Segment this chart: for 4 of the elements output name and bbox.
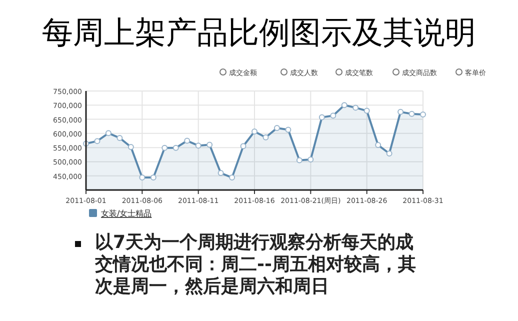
legend: 女装/女士精品 [89, 209, 152, 218]
chart-title: 每周上架产品比例图示及其说明 [41, 14, 477, 53]
legend-label: 女装/女士精品 [101, 209, 152, 218]
text: 以7天为一个周期进行观察分析每天的成交情况也不同：周二--周五相对较高，其次是周一，然后是周六和周日 [95, 232, 417, 298]
